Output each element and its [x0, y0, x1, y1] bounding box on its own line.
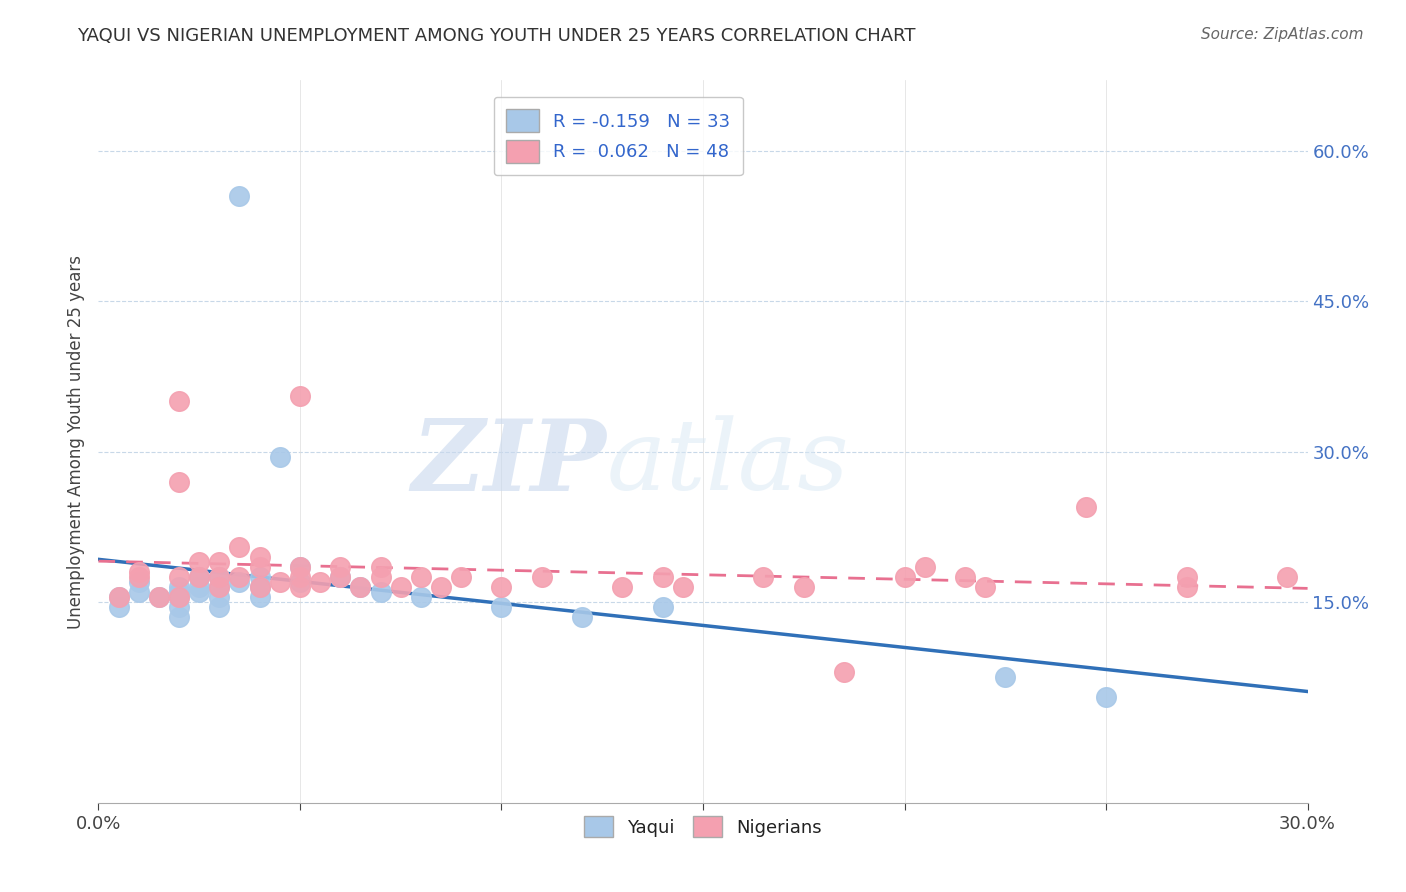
Point	[208, 600, 231, 615]
Point	[389, 580, 412, 594]
Point	[793, 580, 815, 594]
Point	[167, 475, 190, 489]
Point	[249, 549, 271, 564]
Point	[309, 575, 332, 590]
Point	[491, 600, 513, 615]
Point	[167, 394, 190, 409]
Point	[188, 585, 211, 599]
Point	[409, 590, 432, 604]
Point	[288, 389, 311, 403]
Point	[672, 580, 695, 594]
Point	[128, 585, 150, 599]
Text: Source: ZipAtlas.com: Source: ZipAtlas.com	[1201, 27, 1364, 42]
Point	[249, 570, 271, 584]
Point	[832, 665, 855, 680]
Point	[1074, 500, 1097, 514]
Point	[651, 570, 673, 584]
Point	[107, 600, 129, 615]
Point	[167, 590, 190, 604]
Point	[893, 570, 915, 584]
Point	[107, 590, 129, 604]
Point	[208, 555, 231, 569]
Point	[269, 450, 291, 464]
Point	[329, 570, 352, 584]
Point	[188, 555, 211, 569]
Point	[491, 580, 513, 594]
Point	[370, 570, 392, 584]
Point	[288, 580, 311, 594]
Point	[188, 570, 211, 584]
Point	[167, 600, 190, 615]
Point	[288, 560, 311, 574]
Point	[128, 570, 150, 584]
Point	[1095, 690, 1118, 705]
Point	[167, 570, 190, 584]
Point	[349, 580, 371, 594]
Point	[329, 560, 352, 574]
Point	[208, 580, 231, 594]
Point	[1175, 570, 1198, 584]
Legend: Yaqui, Nigerians: Yaqui, Nigerians	[576, 809, 830, 845]
Point	[167, 590, 190, 604]
Point	[249, 580, 271, 594]
Point	[228, 540, 250, 554]
Point	[430, 580, 453, 594]
Point	[188, 580, 211, 594]
Point	[249, 590, 271, 604]
Point	[288, 570, 311, 584]
Point	[409, 570, 432, 584]
Point	[974, 580, 997, 594]
Point	[228, 575, 250, 590]
Point	[128, 565, 150, 579]
Y-axis label: Unemployment Among Youth under 25 years: Unemployment Among Youth under 25 years	[66, 254, 84, 629]
Point	[249, 580, 271, 594]
Point	[914, 560, 936, 574]
Point	[107, 590, 129, 604]
Text: YAQUI VS NIGERIAN UNEMPLOYMENT AMONG YOUTH UNDER 25 YEARS CORRELATION CHART: YAQUI VS NIGERIAN UNEMPLOYMENT AMONG YOU…	[77, 27, 915, 45]
Point	[651, 600, 673, 615]
Point	[208, 590, 231, 604]
Point	[288, 560, 311, 574]
Point	[571, 610, 593, 624]
Point	[370, 585, 392, 599]
Point	[228, 570, 250, 584]
Point	[269, 575, 291, 590]
Point	[167, 585, 190, 599]
Point	[167, 580, 190, 594]
Point	[370, 560, 392, 574]
Point	[188, 570, 211, 584]
Point	[612, 580, 634, 594]
Point	[329, 570, 352, 584]
Point	[167, 610, 190, 624]
Point	[148, 590, 170, 604]
Point	[450, 570, 472, 584]
Point	[994, 670, 1017, 684]
Point	[208, 580, 231, 594]
Point	[208, 570, 231, 584]
Point	[128, 575, 150, 590]
Point	[249, 560, 271, 574]
Point	[208, 570, 231, 584]
Point	[1277, 570, 1299, 584]
Point	[288, 575, 311, 590]
Point	[530, 570, 553, 584]
Point	[148, 590, 170, 604]
Text: atlas: atlas	[606, 416, 849, 511]
Point	[953, 570, 976, 584]
Point	[752, 570, 775, 584]
Point	[1175, 580, 1198, 594]
Point	[228, 188, 250, 202]
Text: ZIP: ZIP	[412, 415, 606, 511]
Point	[349, 580, 371, 594]
